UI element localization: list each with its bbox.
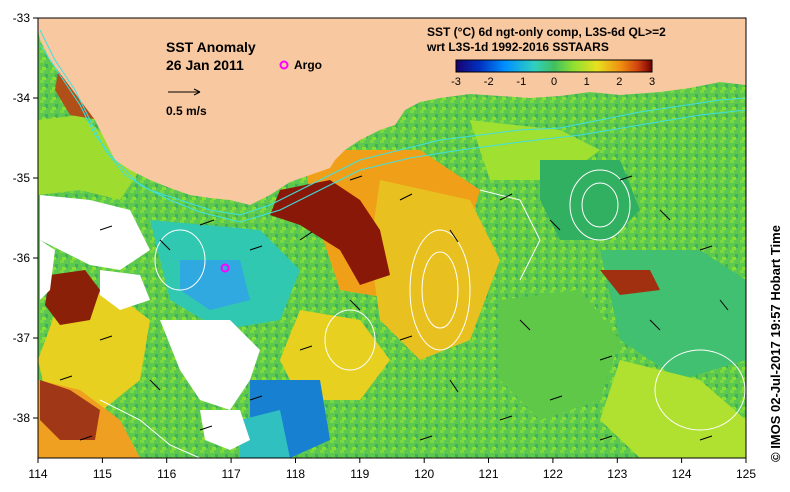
y-tick-label: -33 xyxy=(13,11,31,25)
sst-anomaly-field xyxy=(38,115,746,458)
colorbar-tick-label: 1 xyxy=(584,76,590,88)
colorbar-tick-label: -1 xyxy=(516,76,526,88)
vector-scale-label: 0.5 m/s xyxy=(166,104,207,118)
x-tick-label: 114 xyxy=(28,467,47,481)
argo-legend-icon xyxy=(279,60,289,70)
x-tick-label: 120 xyxy=(414,467,434,481)
x-tick-label: 117 xyxy=(222,467,241,481)
ssh-contours xyxy=(99,169,746,459)
map-date: 26 Jan 2011 xyxy=(166,57,244,73)
x-tick-label: 121 xyxy=(478,467,498,481)
vector-scale-arrow xyxy=(168,88,201,96)
colorbar-tick-label: -3 xyxy=(451,76,461,88)
coastal-contours xyxy=(39,29,747,223)
product-description-line2: wrt L3S-1d 1992-2016 SSTAARS xyxy=(426,40,609,54)
y-tick-label: -34 xyxy=(13,91,31,105)
x-tick-label: 119 xyxy=(350,467,369,481)
x-tick-label: 115 xyxy=(93,467,112,481)
colorbar-gradient xyxy=(455,59,653,73)
argo-float-marker xyxy=(220,263,230,273)
argo-legend-label: Argo xyxy=(294,58,322,72)
x-tick-label: 124 xyxy=(672,467,692,481)
x-tick-label: 123 xyxy=(607,467,627,481)
y-tick-label: -35 xyxy=(13,171,31,185)
colorbar-tick-label: 0 xyxy=(551,76,557,88)
plot-frame xyxy=(37,17,747,459)
colorbar-tick-label: 2 xyxy=(616,76,622,88)
colorbar-tick-label: -2 xyxy=(484,76,494,88)
x-axis: 114 115 116 117 118 119 120 121 122 123 … xyxy=(28,458,756,481)
credit-text: © IMOS 02-Jul-2017 19:57 Hobart Time xyxy=(768,225,783,462)
current-vectors xyxy=(59,175,729,441)
map-title: SST Anomaly xyxy=(166,39,256,55)
product-description-line1: SST (°C) 6d ngt-only comp, L3S-6d QL>=2 xyxy=(427,25,666,39)
colorbar-tick-label: 3 xyxy=(649,76,655,88)
x-tick-label: 116 xyxy=(157,467,176,481)
y-tick-label: -36 xyxy=(13,251,31,265)
y-tick-label: -37 xyxy=(13,331,31,345)
no-data-areas xyxy=(40,195,260,450)
x-tick-label: 122 xyxy=(543,467,563,481)
x-tick-label: 118 xyxy=(286,467,305,481)
x-tick-label: 125 xyxy=(736,467,756,481)
plot-area xyxy=(38,18,747,459)
y-axis: -33 -34 -35 -36 -37 -38 xyxy=(13,11,38,425)
colorbar: -3 -2 -1 0 1 2 3 xyxy=(451,59,655,88)
y-tick-label: -38 xyxy=(13,411,31,425)
